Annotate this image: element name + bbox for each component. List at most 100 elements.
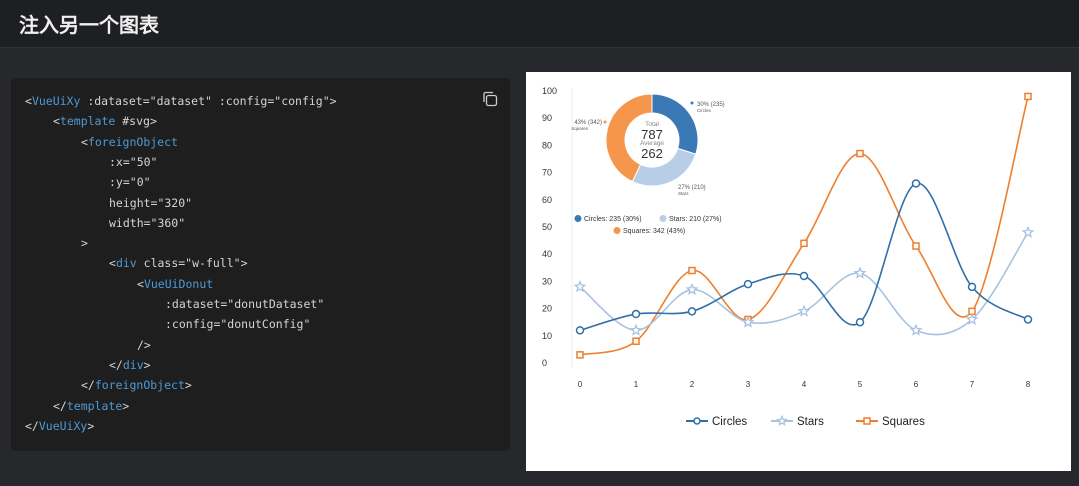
circle-marker (799, 271, 809, 281)
page-title: 注入另一个图表 (19, 13, 159, 37)
y-tick-label: 50 (542, 222, 552, 232)
square-marker (863, 417, 871, 425)
code-tag: VueUiXy (31, 94, 81, 108)
legend-dot (659, 215, 667, 222)
code-line: </template> (53, 399, 129, 413)
donut-total: 787 (641, 127, 663, 142)
square-marker (800, 239, 808, 248)
donut-slice-name: Circles (697, 108, 712, 113)
code-line: <div class="w-full"> (109, 256, 248, 270)
donut-legend-label: Circles: 235 (30%) (584, 216, 642, 223)
code-text: </ (81, 378, 95, 393)
donut-slice-label: 43% (342) (574, 120, 602, 126)
legend-dot (613, 227, 621, 234)
circle-marker (575, 326, 585, 335)
xy-chart: 0 10 20 30 40 50 60 70 80 90 100 0 1 2 3 4 5 6 7 8 Circles St… (542, 86, 1035, 428)
code-text: height="320" (109, 195, 193, 210)
y-tick-label: 40 (542, 249, 552, 259)
code-text: /> (137, 337, 151, 352)
code-line: :dataset="donutDataset" (165, 297, 324, 311)
square-marker (912, 242, 920, 250)
y-tick-label: 80 (542, 140, 552, 150)
donut-slice-name: Squares (571, 126, 589, 131)
page-header: 注入另一个图表 (0, 0, 1079, 48)
series-line (579, 182, 1029, 332)
legend-label: Squares (882, 416, 925, 428)
code-text: > (122, 398, 130, 413)
donut-marker-dot (603, 120, 607, 124)
x-tick-label: 6 (914, 380, 919, 389)
y-tick-label: 0 (542, 358, 547, 368)
x-tick-label: 0 (578, 380, 583, 389)
code-tag: div (122, 357, 144, 372)
square-marker (856, 149, 864, 158)
code-tag: VueUiDonut (143, 276, 214, 291)
donut-slice-label: 30% (235) (697, 102, 725, 108)
donut-average-label: Average (640, 140, 664, 147)
donut-marker-dot (690, 101, 694, 105)
code-text: < (137, 276, 144, 291)
code-text: > (81, 236, 88, 251)
code-line: width="360" (109, 216, 185, 230)
code-tag: template (66, 398, 123, 413)
code-text: </ (53, 398, 67, 413)
star-marker (629, 323, 643, 336)
donut-average: 262 (641, 146, 663, 161)
code-text: class="w-full"> (136, 256, 248, 271)
chart-panel: 0 10 20 30 40 50 60 70 80 90 100 0 1 2 3 4 5 6 7 8 Circles St… (526, 72, 1071, 471)
x-tick-label: 8 (1026, 380, 1031, 389)
y-tick-label: 10 (542, 331, 552, 341)
code-line: > (81, 236, 88, 250)
code-text: > (143, 357, 151, 372)
legend-label: Stars (797, 416, 824, 428)
square-marker (576, 351, 584, 359)
series-circles (575, 179, 1033, 335)
donut-slice (605, 93, 653, 183)
code-text: </ (109, 357, 123, 372)
donut-legend-label: Squares: 342 (43%) (623, 228, 685, 235)
code-text: </ (25, 418, 39, 433)
donut-legend-item: Circles: 235 (30%) (574, 215, 642, 223)
y-tick-label: 30 (542, 276, 552, 286)
square-marker (688, 266, 696, 275)
y-tick-label: 70 (542, 168, 552, 178)
x-tick-label: 4 (802, 380, 807, 389)
code-text: :x="50" (109, 154, 158, 169)
code-text: #svg> (115, 114, 157, 129)
donut-legend-item: Squares: 342 (43%) (613, 227, 685, 235)
code-text: > (184, 378, 192, 393)
code-line: <VueUiDonut (137, 277, 213, 291)
x-tick-label: 1 (634, 380, 639, 389)
code-text: < (109, 256, 116, 271)
star-marker (776, 414, 788, 426)
legend-item: Stars (771, 414, 824, 428)
x-tick-label: 5 (858, 380, 863, 389)
code-text: < (81, 134, 88, 149)
copy-icon[interactable] (482, 91, 498, 107)
code-text: :dataset="dataset" :config="config"> (80, 94, 337, 108)
code-text: > (87, 418, 95, 433)
donut-slice-label: 27% (210) (678, 185, 706, 191)
y-tick-label: 20 (542, 304, 552, 314)
code-tag: template (59, 114, 116, 129)
star-marker (573, 280, 587, 293)
star-marker (965, 312, 979, 325)
star-marker (1021, 225, 1035, 238)
donut-legend-label: Stars: 210 (27%) (669, 216, 722, 223)
code-line: <VueUiXy :dataset="dataset" :config="con… (25, 94, 337, 108)
code-line: </VueUiXy> (25, 419, 94, 433)
x-tick-label: 7 (970, 380, 975, 389)
code-line: :config="donutConfig" (165, 317, 310, 331)
circle-marker (743, 279, 753, 289)
legend-item: Circles (686, 416, 747, 428)
circle-marker (911, 179, 921, 188)
circle-marker (855, 317, 865, 327)
code-tag: VueUiXy (38, 418, 88, 433)
legend-label: Circles (712, 416, 747, 428)
circle-marker (1023, 315, 1033, 324)
series-squares (576, 92, 1032, 359)
star-marker (685, 282, 699, 295)
donut-legend-item: Stars: 210 (27%) (659, 215, 722, 223)
star-marker (741, 315, 755, 328)
